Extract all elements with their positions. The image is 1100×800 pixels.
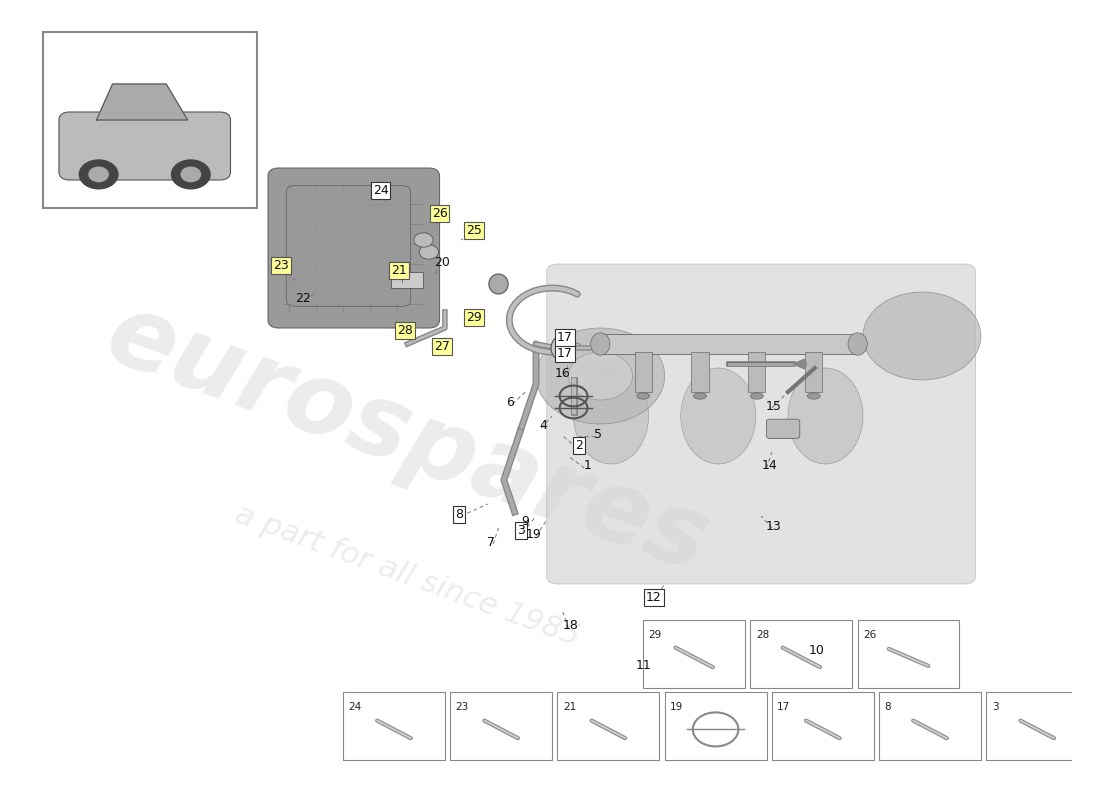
Text: 15: 15	[766, 400, 782, 413]
Text: 6: 6	[506, 396, 514, 409]
Bar	[987, 692, 1088, 760]
Ellipse shape	[848, 333, 867, 355]
Text: 3: 3	[992, 702, 999, 712]
Text: 23: 23	[273, 259, 289, 272]
Circle shape	[864, 292, 981, 380]
Circle shape	[89, 167, 108, 182]
Bar	[392, 272, 424, 288]
Text: 26: 26	[864, 630, 877, 640]
Ellipse shape	[807, 393, 821, 399]
Circle shape	[569, 352, 632, 400]
Bar	[601, 334, 858, 354]
FancyBboxPatch shape	[59, 112, 231, 180]
Circle shape	[79, 160, 118, 189]
Text: 21: 21	[390, 264, 407, 277]
Text: 4: 4	[540, 419, 548, 432]
Ellipse shape	[637, 393, 650, 399]
Wedge shape	[793, 359, 806, 369]
Text: 13: 13	[767, 520, 782, 533]
Ellipse shape	[488, 274, 508, 294]
Bar	[450, 692, 552, 760]
FancyBboxPatch shape	[286, 186, 410, 306]
Ellipse shape	[681, 368, 756, 464]
Ellipse shape	[573, 368, 649, 464]
Circle shape	[182, 167, 200, 182]
Bar	[343, 692, 444, 760]
Text: a part for all since 1985: a part for all since 1985	[231, 500, 584, 652]
Text: 19: 19	[670, 702, 683, 712]
Bar	[635, 352, 652, 392]
Bar	[644, 620, 745, 688]
Text: 2: 2	[575, 439, 583, 452]
Text: 10: 10	[808, 644, 825, 657]
Text: 8: 8	[884, 702, 891, 712]
Text: 17: 17	[778, 702, 791, 712]
Ellipse shape	[788, 368, 864, 464]
Text: 17: 17	[557, 331, 573, 344]
Text: 26: 26	[431, 207, 448, 220]
Circle shape	[536, 328, 664, 424]
Text: 24: 24	[349, 702, 362, 712]
Text: 27: 27	[433, 340, 450, 353]
Bar	[858, 620, 959, 688]
Ellipse shape	[750, 393, 763, 399]
Bar	[43, 32, 257, 208]
FancyBboxPatch shape	[547, 264, 976, 584]
Text: 29: 29	[649, 630, 662, 640]
Text: 5: 5	[594, 428, 602, 441]
Text: 19: 19	[526, 528, 542, 541]
Text: 2: 2	[1099, 702, 1100, 712]
Bar	[1093, 692, 1100, 760]
Text: 23: 23	[455, 702, 469, 712]
Text: 1: 1	[584, 459, 592, 472]
Bar	[750, 620, 852, 688]
Bar	[664, 692, 767, 760]
Bar	[879, 692, 981, 760]
Text: 16: 16	[556, 367, 571, 380]
Bar	[772, 692, 873, 760]
Text: 29: 29	[466, 311, 482, 324]
FancyBboxPatch shape	[268, 168, 440, 328]
Circle shape	[172, 160, 210, 189]
Ellipse shape	[419, 245, 439, 259]
Text: 20: 20	[433, 256, 450, 269]
Text: 8: 8	[454, 508, 463, 521]
Bar	[748, 352, 766, 392]
Text: 28: 28	[397, 324, 414, 337]
Text: 24: 24	[373, 184, 388, 197]
Text: 21: 21	[563, 702, 576, 712]
Text: eurospares: eurospares	[94, 286, 722, 594]
Ellipse shape	[414, 233, 433, 247]
Text: 7: 7	[487, 536, 495, 549]
Text: 22: 22	[296, 292, 311, 305]
Text: 17: 17	[557, 347, 573, 360]
Text: 18: 18	[562, 619, 579, 632]
Text: 25: 25	[466, 224, 482, 237]
FancyBboxPatch shape	[767, 419, 800, 438]
Text: 28: 28	[756, 630, 769, 640]
Text: 12: 12	[646, 591, 662, 604]
Bar	[805, 352, 823, 392]
Ellipse shape	[551, 335, 574, 361]
Bar	[558, 692, 659, 760]
Ellipse shape	[694, 393, 706, 399]
Bar	[692, 352, 708, 392]
Text: 14: 14	[762, 459, 778, 472]
Polygon shape	[97, 84, 188, 120]
Text: 3: 3	[517, 524, 525, 537]
Ellipse shape	[591, 333, 611, 355]
Text: 11: 11	[636, 659, 651, 672]
Text: 9: 9	[521, 515, 529, 528]
